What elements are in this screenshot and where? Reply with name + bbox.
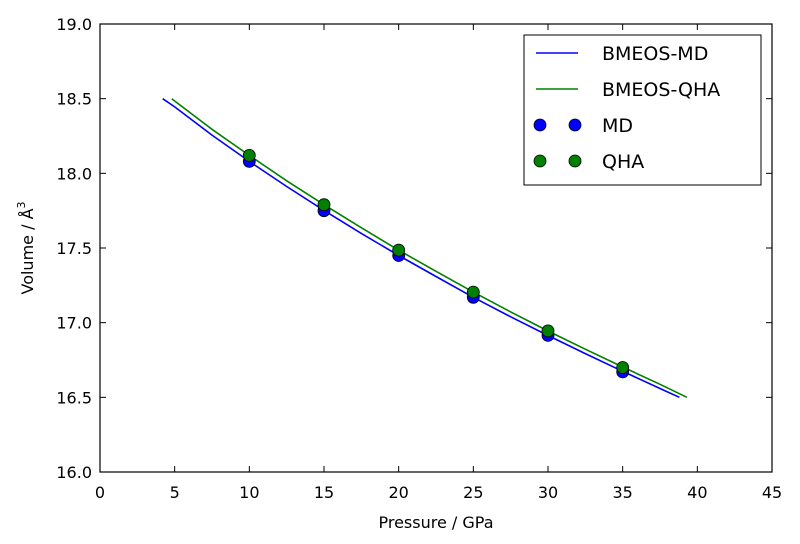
legend-label-1: BMEOS-QHA bbox=[602, 79, 720, 101]
x-tick-label-2: 10 bbox=[239, 483, 259, 502]
series-3-point-0 bbox=[242, 148, 256, 162]
legend-marker-2-0 bbox=[533, 118, 547, 132]
legend-marker-3-1 bbox=[568, 154, 582, 168]
legend-marker-2-1 bbox=[568, 118, 582, 132]
series-3-point-3 bbox=[466, 285, 480, 299]
y-tick-label-0: 16.0 bbox=[56, 463, 92, 482]
y-tick-label-3: 17.5 bbox=[56, 239, 92, 258]
legend-box bbox=[523, 34, 762, 186]
x-tick-label-4: 20 bbox=[388, 483, 408, 502]
x-tick-label-7: 35 bbox=[612, 483, 632, 502]
series-layer bbox=[162, 98, 688, 399]
x-tick-label-8: 40 bbox=[687, 483, 707, 502]
series-3-point-5 bbox=[616, 361, 630, 374]
series-line-0 bbox=[162, 98, 680, 399]
legend-label-3: QHA bbox=[602, 151, 644, 173]
x-tick-label-3: 15 bbox=[314, 483, 334, 502]
legend-label-0: BMEOS-MD bbox=[602, 43, 708, 65]
series-3-point-1 bbox=[317, 198, 331, 212]
y-axis-label: Volume / Å3 bbox=[15, 201, 37, 294]
x-tick-label-5: 25 bbox=[463, 483, 483, 502]
x-axis-label: Pressure / GPa bbox=[378, 513, 493, 532]
y-tick-label-4: 18.0 bbox=[56, 164, 92, 183]
legend: BMEOS-MD BMEOS-QHA MD QHA bbox=[523, 34, 762, 186]
legend-label-2: MD bbox=[602, 115, 633, 137]
legend-marker-3-0 bbox=[533, 154, 547, 168]
y-tick-label-5: 18.5 bbox=[56, 90, 92, 109]
x-tick-label-9: 45 bbox=[762, 483, 782, 502]
y-tick-label-1: 16.5 bbox=[56, 388, 92, 407]
x-tick-label-6: 30 bbox=[538, 483, 558, 502]
y-axis-label-exponent: 3 bbox=[15, 201, 28, 208]
y-tick-label-2: 17.0 bbox=[56, 314, 92, 333]
series-line-1 bbox=[171, 98, 688, 399]
ticks-layer: 0 5 10 15 20 25 30 35 40 45 16.0 16.5 17.0 17.5 18.0 18… bbox=[56, 15, 782, 502]
x-tick-label-1: 5 bbox=[170, 483, 180, 502]
series-3-point-4 bbox=[541, 324, 555, 338]
y-tick-label-6: 19.0 bbox=[56, 15, 92, 34]
series-3-point-2 bbox=[392, 243, 406, 257]
y-axis-label-text: Volume / Å bbox=[18, 208, 37, 294]
x-tick-label-0: 0 bbox=[95, 483, 105, 502]
